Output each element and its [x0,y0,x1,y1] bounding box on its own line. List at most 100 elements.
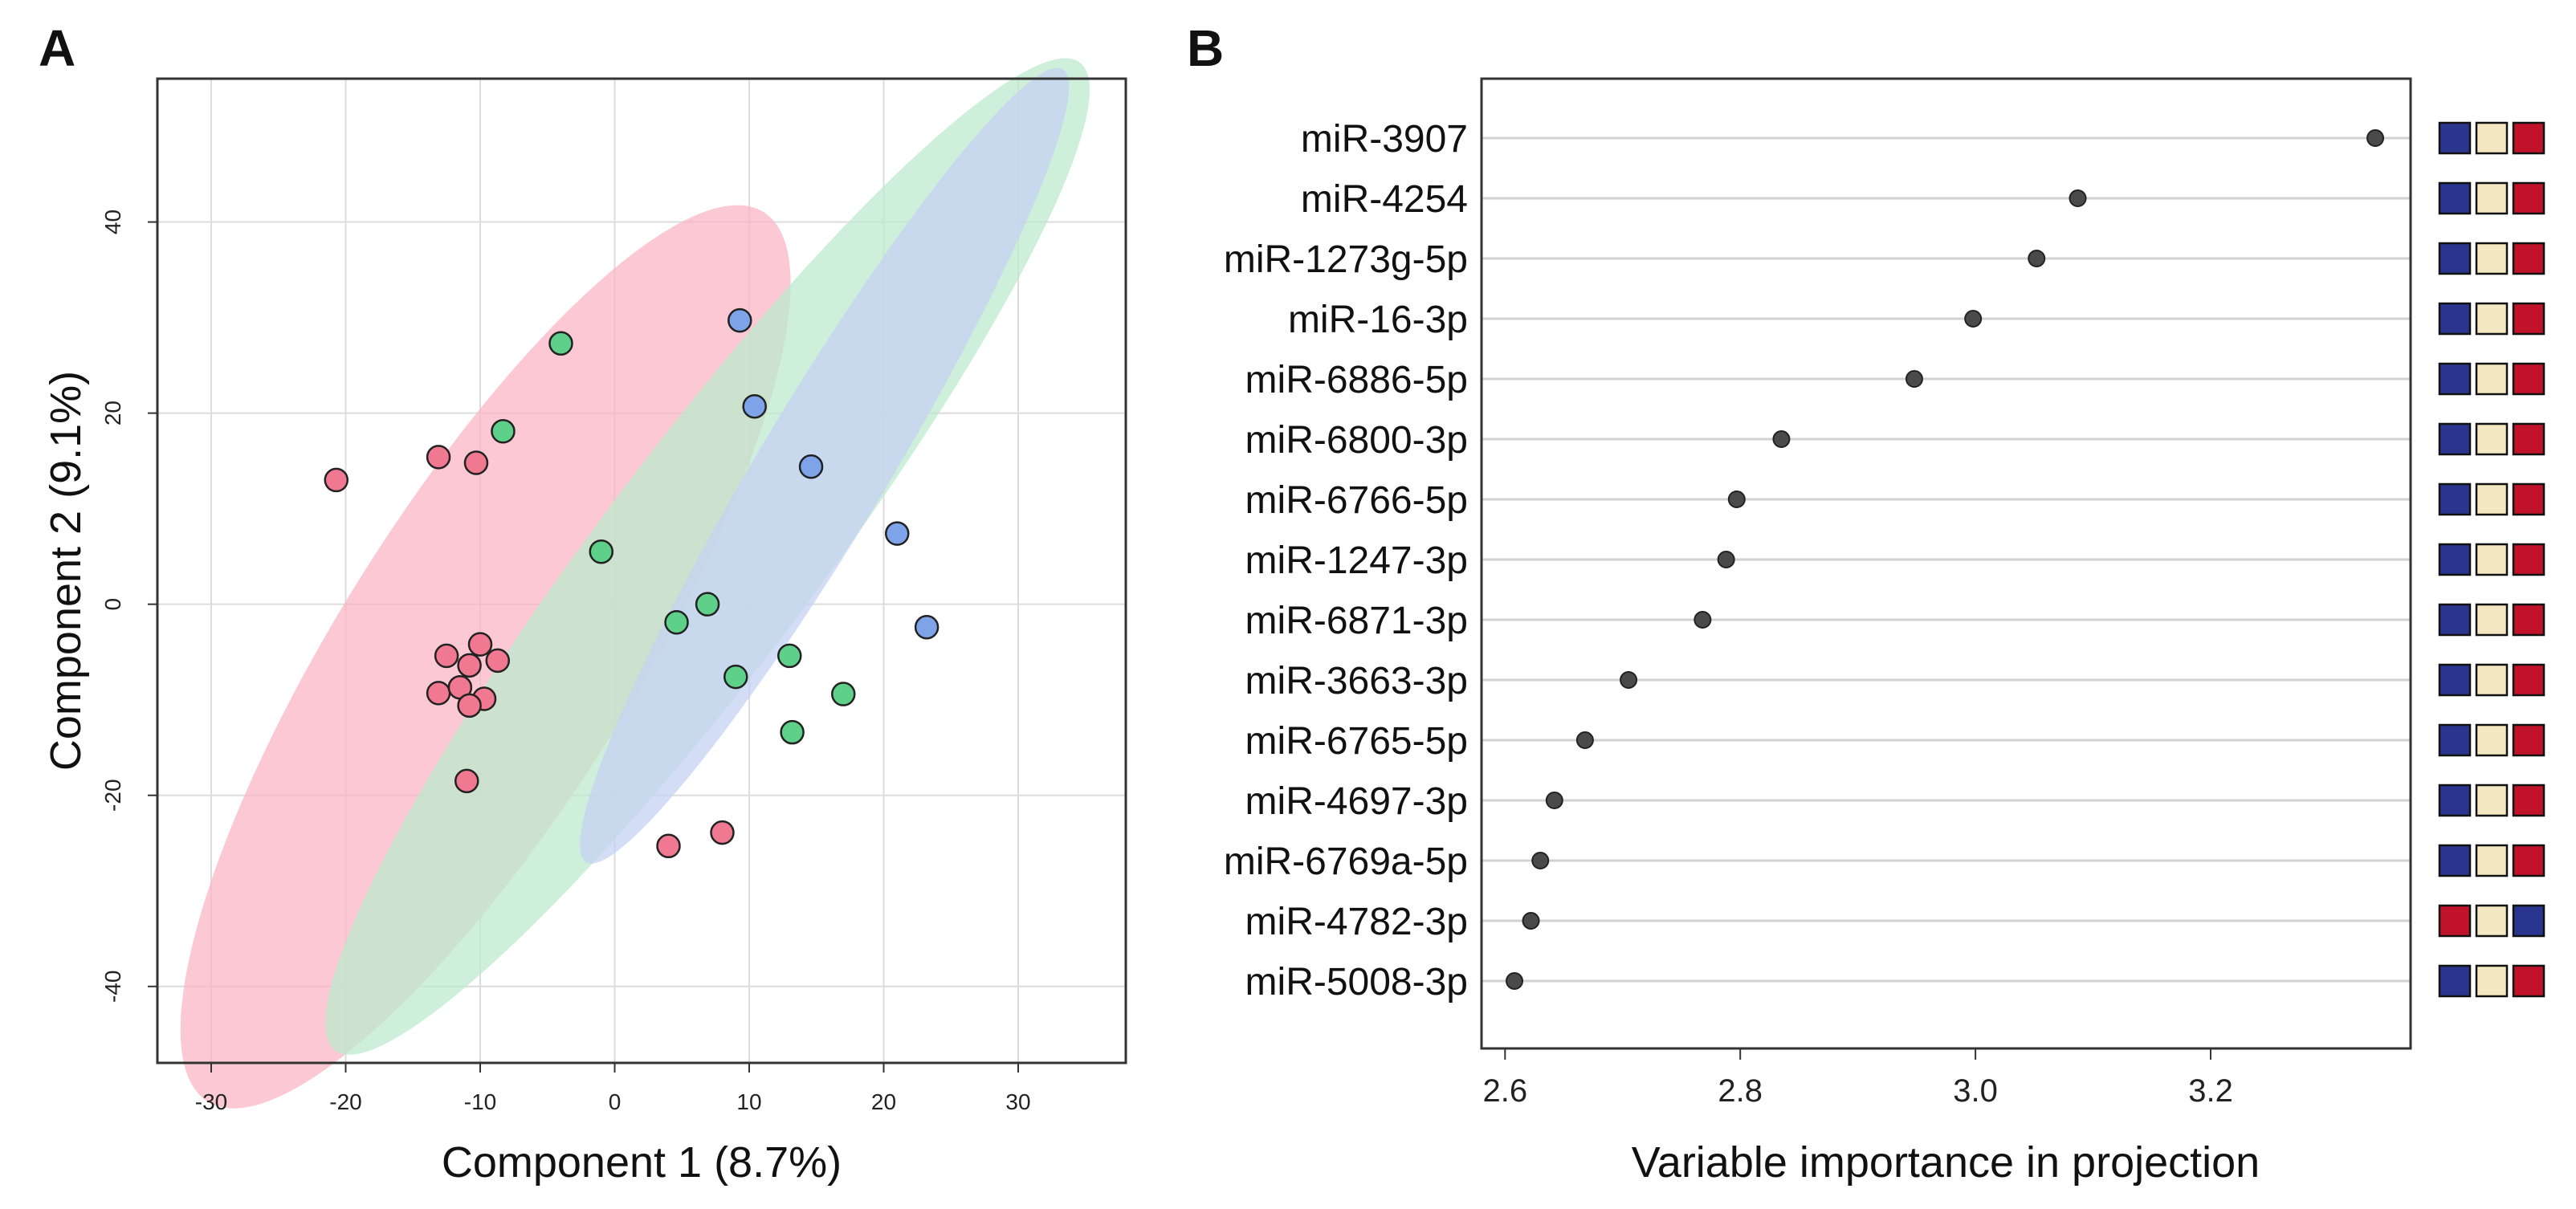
panel-b-x-axis-label: Variable importance in projection [1632,1138,2260,1187]
point-red-1 [426,445,451,470]
panel-b-vip-plot: B miR-3907miR-4254miR-1273g-5pmiR-16-3pm… [1187,19,2545,1187]
heat-cell-low [2438,964,2472,998]
confidence-ellipse-blue [580,67,1070,864]
heat-cell-mid [2475,543,2509,576]
point-green-7 [831,682,856,706]
point-blue-2 [798,454,824,479]
panel-b-heatmap [2438,121,2545,998]
heat-cell-low [2438,482,2472,516]
mirna-label: miR-6886-5p [1245,359,1468,401]
heat-cell-high [2512,844,2545,877]
heat-cell-high [2512,362,2545,396]
heat-cell-low [2438,362,2472,396]
heat-cell-high [2512,242,2545,275]
panel-a-pca-plot: A -30 -20 -10 0 10 20 30 -40 -20 0 20 40 Component… [39,19,1127,1187]
mirna-label: miR-16-3p [1288,299,1468,341]
mirna-label: miR-6765-5p [1245,720,1468,763]
heat-cell-low [2438,181,2472,215]
heat-cell-high [2512,543,2545,576]
panel-a-ellipses [180,58,1090,1109]
heat-cell-mid [2475,362,2509,396]
heat-cell-high [2512,603,2545,637]
vip-point-miR-4697-3p [1545,792,1563,809]
panel-b-border [1480,77,2412,1050]
vip-point-miR-6769a-5p [1531,852,1550,869]
heat-cell-mid [2475,422,2509,456]
point-green-5 [723,664,748,690]
panel-a-points [324,307,940,859]
point-red-6 [457,653,482,678]
heat-cell-low [2438,784,2472,817]
heat-cell-low [2438,302,2472,336]
vip-point-miR-6766-5p [1727,491,1746,508]
panel-b-x-ticks: 2.6 2.8 3.0 3.2 [1482,1048,2233,1109]
heat-cell-mid [2475,242,2509,275]
vip-point-miR-4782-3p [1522,912,1540,930]
point-green-1 [491,418,516,444]
x-tick-label: -30 [195,1089,227,1114]
x-tick-label: 2.8 [1718,1073,1763,1109]
point-red-4 [426,681,451,706]
heat-cell-mid [2475,723,2509,757]
y-tick-label: 40 [100,210,125,234]
mirna-label: miR-5008-3p [1245,961,1468,1003]
x-tick-label: 3.0 [1953,1073,1998,1109]
heat-cell-low [2438,663,2472,697]
vip-point-miR-3907 [2366,129,2385,147]
point-red-11 [454,768,479,794]
vip-point-miR-6800-3p [1772,430,1791,448]
point-red-10 [457,693,482,718]
panel-a-label: A [39,19,75,77]
mirna-label: miR-1273g-5p [1224,238,1468,281]
x-tick-label: -20 [329,1089,361,1114]
mirna-label: miR-1247-3p [1245,539,1468,582]
point-green-3 [664,610,689,635]
heat-cell-high [2512,121,2545,155]
y-tick-label: -20 [100,779,125,811]
panel-a-y-axis-label: Component 2 (9.1%) [42,371,90,771]
mirna-label: miR-6800-3p [1245,419,1468,462]
heat-cell-mid [2475,844,2509,877]
point-red-12 [656,833,681,859]
x-tick-label: 2.6 [1482,1073,1527,1109]
heat-cell-mid [2475,302,2509,336]
point-blue-3 [885,521,910,546]
y-tick-label: 0 [100,598,125,611]
heat-cell-low [2438,121,2472,155]
heat-cell-low [2438,844,2472,877]
point-red-13 [710,820,735,845]
panel-a-y-ticks: -40 -20 0 20 40 [100,210,157,1003]
mirna-label: miR-3907 [1301,118,1468,161]
heat-cell-high [2512,964,2545,998]
point-green-4 [695,592,720,617]
heat-cell-mid [2475,121,2509,155]
point-red-7 [467,632,493,657]
point-red-3 [434,643,459,669]
panel-b-mirna-labels: miR-3907 miR-4254 miR-1273g-5p miR-16-3p miR… [1224,118,1468,1003]
heat-cell-low [2438,723,2472,757]
heat-cell-low [2438,422,2472,456]
mirna-label: miR-4782-3p [1245,901,1468,943]
x-tick-label: -10 [464,1089,496,1114]
vip-point-miR-6765-5p [1575,731,1594,749]
heat-cell-high [2512,663,2545,697]
mirna-label: miR-6766-5p [1245,479,1468,522]
panel-b-label: B [1187,19,1224,77]
panel-a-x-ticks: -30 -20 -10 0 10 20 30 [195,1063,1031,1114]
mirna-label: miR-6871-3p [1245,600,1468,642]
point-red-2 [463,450,489,475]
vip-point-miR-3663-3p [1620,671,1638,689]
y-tick-label: 20 [100,401,125,425]
vip-point-miR-6871-3p [1694,611,1712,629]
point-green-0 [548,331,573,356]
vip-point-miR-5008-3p [1506,972,1524,990]
vip-point-miR-4254 [2069,189,2087,207]
heat-cell-low [2438,242,2472,275]
heat-cell-mid [2475,904,2509,938]
heat-cell-high [2438,904,2472,938]
vip-point-miR-1247-3p [1717,551,1735,568]
panel-a-border [156,77,1127,1064]
mirna-label: miR-4697-3p [1245,780,1468,823]
point-green-8 [780,719,805,745]
heat-cell-mid [2475,603,2509,637]
